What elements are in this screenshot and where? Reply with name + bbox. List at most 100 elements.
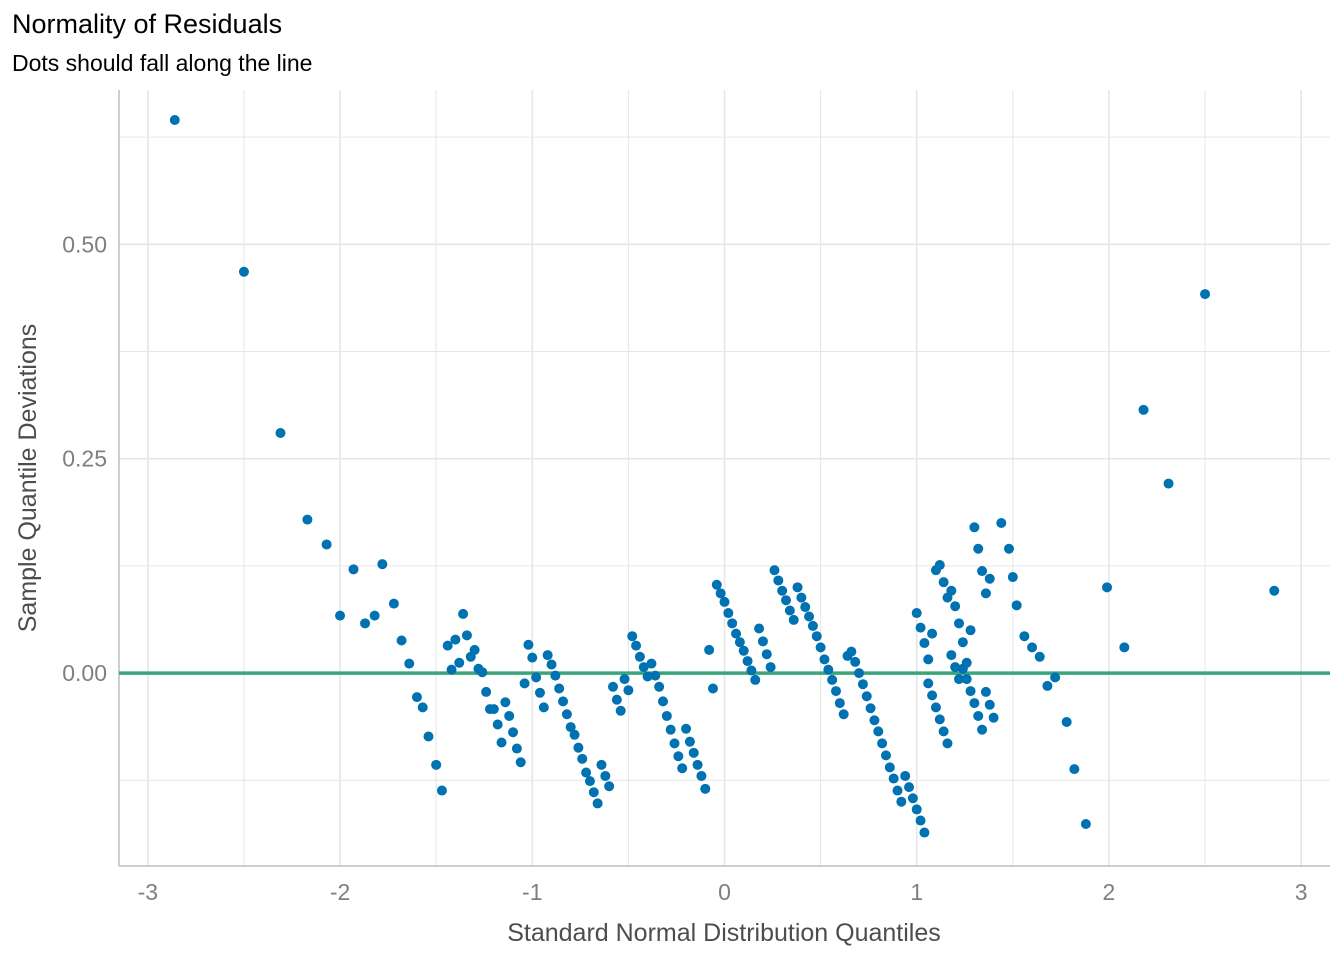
data-point (742, 656, 753, 667)
data-point (1027, 642, 1038, 653)
data-point (957, 637, 968, 648)
data-point (738, 645, 749, 656)
data-point (461, 630, 472, 641)
data-point (442, 640, 453, 651)
data-point (411, 692, 422, 703)
data-point (1019, 631, 1030, 642)
data-point (888, 773, 899, 784)
data-point (734, 637, 745, 648)
data-point (615, 705, 626, 716)
y-tick-label: 0.25 (62, 446, 107, 472)
data-point (904, 782, 915, 793)
data-point (436, 785, 447, 796)
data-point (1034, 651, 1045, 662)
data-point (538, 702, 549, 713)
data-point (592, 798, 603, 809)
data-point (938, 577, 949, 588)
axes (118, 90, 1330, 867)
data-point (348, 564, 359, 575)
data-point (934, 560, 945, 571)
data-point (984, 699, 995, 710)
data-point (919, 827, 930, 838)
data-point (321, 539, 332, 550)
data-point (335, 610, 346, 621)
data-point (984, 573, 995, 584)
data-point (684, 736, 695, 747)
data-point (546, 659, 557, 670)
data-point (930, 702, 941, 713)
data-point (508, 727, 519, 738)
data-point (773, 575, 784, 586)
data-point (1163, 478, 1174, 489)
data-point (788, 614, 799, 625)
data-point (915, 622, 926, 633)
data-point (454, 657, 465, 668)
data-point (681, 723, 692, 734)
data-point (938, 726, 949, 737)
data-point (711, 579, 722, 590)
x-tick-label: 3 (1295, 879, 1308, 905)
data-point (423, 731, 434, 742)
data-point (665, 724, 676, 735)
data-point (854, 668, 865, 679)
data-point (973, 710, 984, 721)
data-point (377, 559, 388, 570)
data-point (911, 804, 922, 815)
y-tick-label: 0.00 (62, 660, 107, 686)
data-point (688, 747, 699, 758)
data-point (934, 714, 945, 725)
data-point (996, 518, 1007, 529)
data-point (907, 793, 918, 804)
data-point (754, 623, 765, 634)
data-point (823, 664, 834, 675)
data-point (1061, 716, 1072, 727)
data-point (988, 712, 999, 723)
data-point (638, 662, 649, 673)
data-point (1119, 642, 1130, 653)
data-point (715, 588, 726, 599)
data-point (804, 611, 815, 622)
data-point (477, 667, 488, 678)
x-tick-label: 1 (910, 879, 923, 905)
data-point (588, 787, 599, 798)
data-point (611, 694, 622, 705)
data-point (923, 654, 934, 665)
data-point (627, 631, 638, 642)
data-point (973, 543, 984, 554)
data-point (523, 639, 534, 650)
chart-subtitle: Dots should fall along the line (12, 50, 313, 76)
data-point (977, 724, 988, 735)
data-point (815, 642, 826, 653)
data-point (558, 696, 569, 707)
data-point (619, 674, 630, 685)
data-point (900, 770, 911, 781)
data-point (980, 588, 991, 599)
data-point (946, 650, 957, 661)
data-point (446, 664, 457, 675)
data-point (811, 631, 822, 642)
data-point (954, 618, 965, 629)
data-point (1269, 585, 1280, 596)
data-point (388, 598, 399, 609)
data-point (873, 726, 884, 737)
data-point (531, 672, 542, 683)
data-point (573, 742, 584, 753)
data-point (642, 671, 653, 682)
data-point (519, 678, 530, 689)
data-point (1069, 764, 1080, 775)
data-point (469, 644, 480, 655)
data-point (884, 762, 895, 773)
x-tick-label: 2 (1103, 879, 1116, 905)
data-point (657, 696, 668, 707)
data-point (584, 776, 595, 787)
data-point (961, 657, 972, 668)
data-point (761, 649, 772, 660)
data-point (757, 636, 768, 647)
data-point (1011, 600, 1022, 611)
data-point (554, 683, 565, 694)
data-point (946, 585, 957, 596)
data-point (769, 565, 780, 576)
data-point (492, 719, 503, 730)
data-point (634, 651, 645, 662)
data-point (481, 686, 492, 697)
